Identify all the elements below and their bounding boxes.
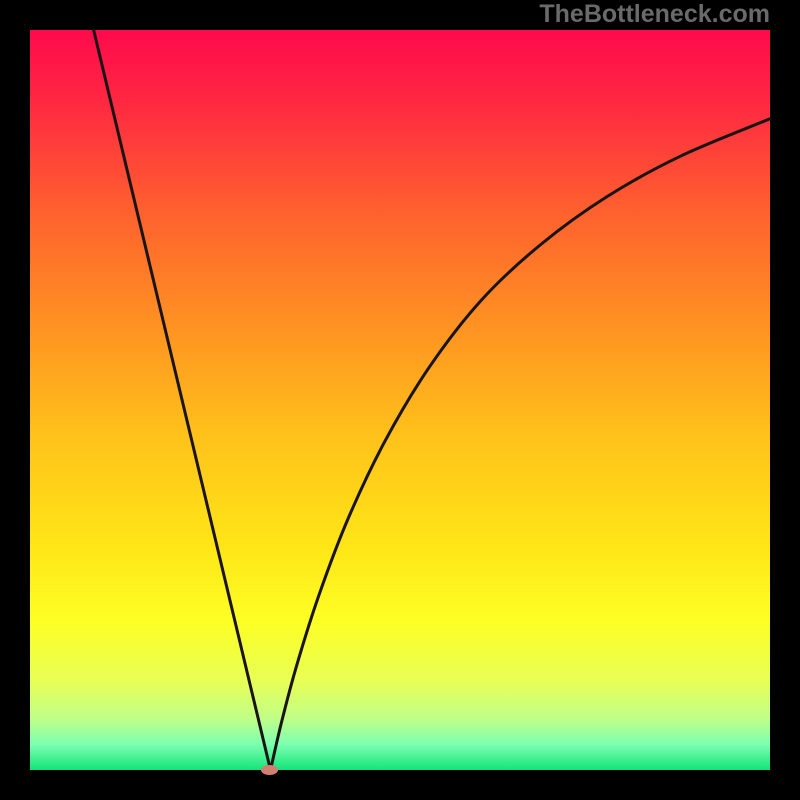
curve-path — [94, 30, 770, 770]
bottleneck-curve — [0, 0, 800, 800]
minimum-marker — [261, 765, 278, 775]
chart-container: TheBottleneck.com — [0, 0, 800, 800]
